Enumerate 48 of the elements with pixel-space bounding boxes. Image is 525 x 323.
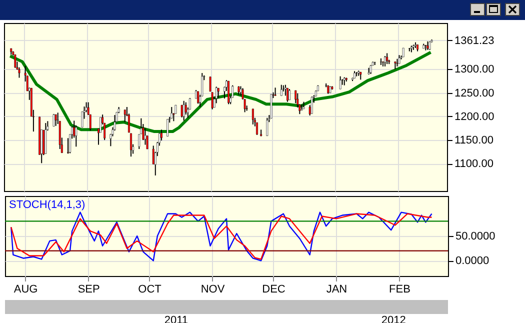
candlestick	[339, 76, 342, 90]
candlestick	[310, 96, 313, 114]
candlestick	[280, 84, 282, 96]
annotation: STOCH(14,1,3)	[9, 199, 86, 211]
candlestick	[166, 118, 169, 137]
candlestick	[160, 129, 162, 142]
candlestick	[18, 66, 20, 78]
x-tick-label: NOV	[200, 284, 226, 296]
line-series	[8, 50, 432, 134]
y-tick-label: 1361.23	[454, 34, 494, 47]
candlestick	[75, 124, 78, 148]
y-tick-label: 1100.00	[454, 158, 494, 170]
candlestick	[294, 90, 297, 104]
y-tick-label: 50.0000	[456, 230, 496, 242]
x-tick-label: JAN	[326, 284, 348, 296]
candlestick	[52, 114, 55, 127]
y-tick-label: 1200.00	[454, 110, 494, 123]
candlestick	[170, 106, 173, 119]
candlestick	[130, 132, 132, 158]
candlestick	[54, 114, 57, 126]
candlestick	[124, 109, 126, 123]
y-tick-label: 0.0000	[456, 255, 490, 268]
x-tick-label: AUG	[14, 284, 38, 296]
candlestick	[384, 56, 386, 67]
candlestick	[266, 117, 268, 136]
x-tick-label: OCT	[138, 284, 162, 296]
candlestick	[288, 88, 290, 100]
y-tick-label: 1250.00	[454, 87, 494, 100]
candlestick	[217, 88, 220, 99]
x-tick-label: SEP	[78, 284, 100, 296]
candlestick	[197, 90, 200, 104]
candlestick	[252, 108, 254, 125]
candlestick	[228, 80, 230, 105]
candlestick	[100, 116, 102, 133]
candlestick	[386, 52, 388, 65]
candlestick	[67, 138, 69, 154]
candlestick	[180, 104, 183, 118]
candlestick	[240, 86, 242, 96]
x-tick-label: DEC	[262, 284, 286, 296]
candlestick	[14, 54, 16, 68]
x-tick-label: FEB	[389, 284, 410, 296]
candlestick	[286, 88, 288, 102]
candlestick	[144, 128, 146, 146]
candlestick	[182, 100, 185, 122]
y-tick-label: 1150.00	[454, 134, 494, 147]
y-tick-label: 1300.00	[454, 64, 494, 76]
candlestick	[284, 84, 286, 96]
candlestick	[256, 122, 258, 136]
